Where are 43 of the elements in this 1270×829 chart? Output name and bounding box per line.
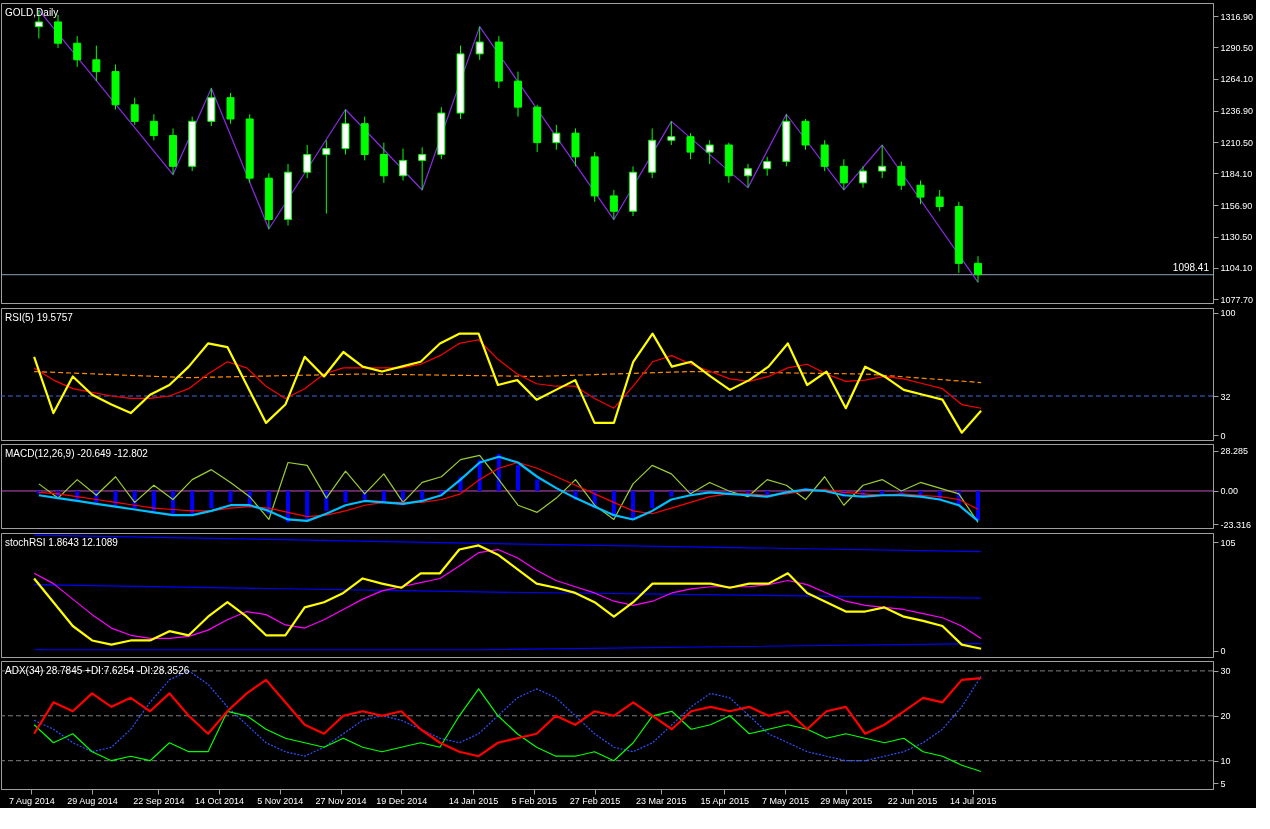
- x-tick-label: 5 Feb 2015: [511, 795, 558, 806]
- y-tick-label: 1316.90: [1220, 11, 1254, 22]
- y-tick-label: 28.285: [1220, 446, 1249, 457]
- x-tick-label: 19 Dec 2014: [376, 795, 428, 806]
- y-tick-label: 100: [1220, 308, 1236, 319]
- x-tick-label: 15 Apr 2015: [700, 795, 750, 806]
- x-tick-label: 23 Mar 2015: [636, 795, 687, 806]
- x-tick-label: 22 Sep 2014: [133, 795, 185, 806]
- chart-title: ADX(34) 28.7845 +DI:7.6254 -DI:28.3526: [5, 665, 190, 676]
- y-tick-label: 1290.50: [1220, 42, 1254, 53]
- y-tick-label: 1077.70: [1220, 294, 1254, 305]
- x-tick-label: 27 Nov 2014: [315, 795, 367, 806]
- ref-line-label: 1098.41: [1172, 261, 1210, 273]
- y-tick-label: 30: [1220, 666, 1231, 677]
- y-tick-label: 32: [1220, 391, 1231, 402]
- chart-title: RSI(5) 19.5757: [5, 312, 74, 323]
- x-tick-label: 14 Jan 2015: [448, 795, 499, 806]
- x-tick-label: 29 May 2015: [820, 795, 873, 806]
- y-tick-label: 20: [1220, 711, 1231, 722]
- y-tick-label: 105: [1220, 537, 1236, 548]
- y-tick-label: 1104.10: [1220, 263, 1253, 274]
- y-tick-label: 1210.50: [1220, 137, 1254, 148]
- x-tick-label: 27 Feb 2015: [569, 795, 621, 806]
- chart-title: MACD(12,26,9) -20.649 -12.802: [5, 448, 149, 459]
- y-tick-label: 0: [1220, 646, 1226, 657]
- x-tick-label: 14 Oct 2014: [195, 795, 245, 806]
- y-tick-label: 1184.10: [1220, 168, 1253, 179]
- y-tick-label: 5: [1220, 778, 1226, 789]
- x-tick-label: 22 Jun 2015: [887, 795, 938, 806]
- y-tick-label: -23.316: [1220, 519, 1252, 530]
- x-tick-label: 14 Jul 2015: [950, 795, 997, 806]
- chart-title: stochRSI 1.8643 12.1089: [5, 537, 119, 548]
- y-tick-label: 1264.10: [1220, 74, 1254, 85]
- x-tick-label: 7 Aug 2014: [9, 795, 55, 806]
- y-tick-label: 1130.50: [1220, 232, 1253, 243]
- y-tick-label: 0: [1220, 430, 1226, 441]
- y-tick-label: 1236.90: [1220, 106, 1254, 117]
- y-tick-label: 0.00: [1220, 486, 1239, 497]
- y-tick-label: 10: [1220, 756, 1231, 767]
- x-tick-label: 29 Aug 2014: [67, 795, 118, 806]
- y-tick-label: 1156.90: [1220, 200, 1253, 211]
- x-tick-label: 7 May 2015: [762, 795, 810, 806]
- x-tick-label: 5 Nov 2014: [257, 795, 304, 806]
